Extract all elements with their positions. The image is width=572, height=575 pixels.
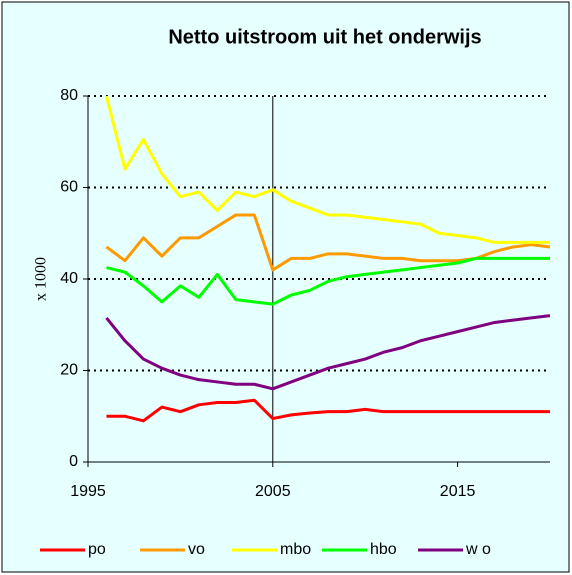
legend-label: mbo bbox=[280, 541, 311, 558]
series-line bbox=[105, 95, 550, 244]
y-tick-label: 0 bbox=[69, 453, 78, 470]
legend-label: po bbox=[88, 541, 106, 558]
chart-title: Netto uitstroom uit het onderwijs bbox=[168, 26, 481, 48]
x-tick-label: 2015 bbox=[440, 483, 476, 500]
y-tick-label: 60 bbox=[60, 179, 78, 196]
legend-label: w o bbox=[465, 541, 491, 558]
legend-label: hbo bbox=[370, 541, 397, 558]
x-tick-label: 2005 bbox=[255, 483, 291, 500]
series-line bbox=[106, 398, 550, 423]
y-tick-label: 20 bbox=[60, 362, 78, 379]
x-tick-label: 1995 bbox=[70, 483, 106, 500]
y-tick-label: 80 bbox=[60, 87, 78, 104]
y-tick-label: 40 bbox=[60, 270, 78, 287]
legend-label: vo bbox=[188, 541, 205, 558]
series-line bbox=[106, 256, 550, 306]
series-line bbox=[105, 314, 551, 391]
y-axis-label: x 1000 bbox=[33, 257, 50, 301]
